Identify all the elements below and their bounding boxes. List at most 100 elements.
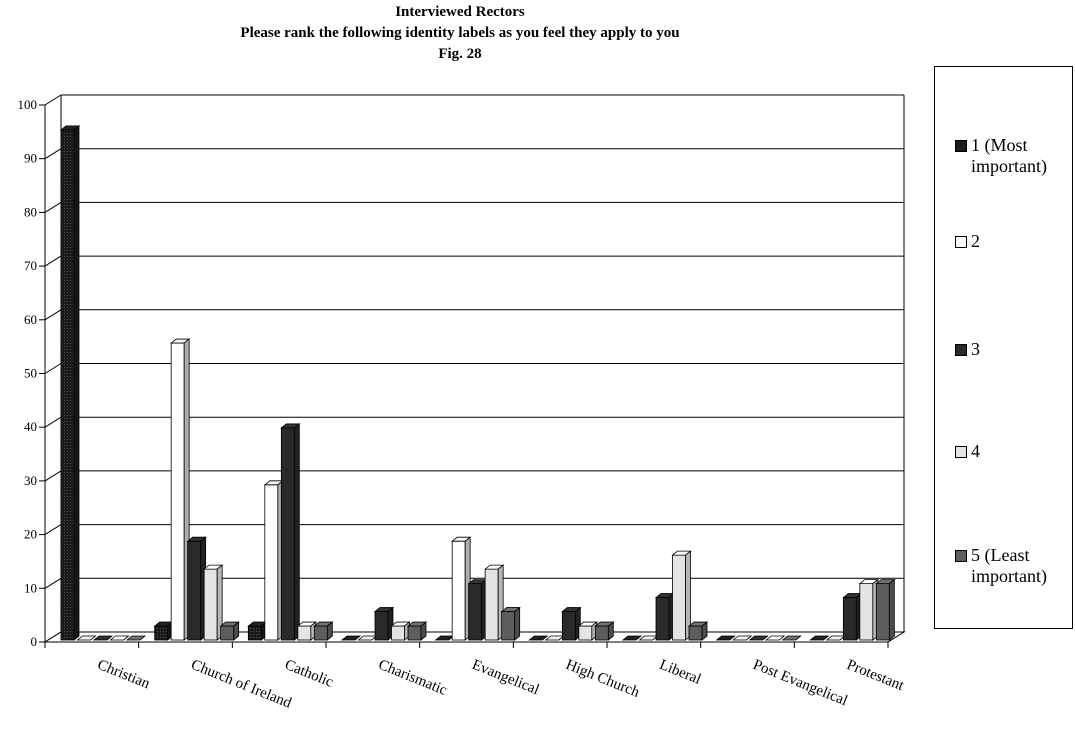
legend-label-line2: important) (971, 156, 1047, 176)
bar-side (701, 621, 708, 641)
legend-label: 3 (971, 339, 980, 359)
side-gridline (44, 363, 62, 374)
x-tick-label: Catholic (282, 657, 335, 691)
bar (672, 554, 686, 641)
legend-label: 2 (971, 231, 980, 251)
bar-side (823, 635, 829, 641)
chart-titles: Interviewed Rectors Please rank the foll… (0, 2, 920, 65)
y-tick-label: 40 (24, 419, 37, 434)
y-tick-label: 10 (24, 580, 37, 595)
side-gridline (44, 524, 62, 536)
x-tick-label: Liberal (657, 657, 703, 688)
bar-side (888, 578, 895, 641)
legend-item: 4 (955, 441, 1073, 462)
side-gridline (44, 148, 62, 160)
bar-side (73, 125, 80, 641)
axes (39, 95, 906, 648)
bar (578, 625, 593, 641)
legend-swatch (955, 236, 967, 248)
legend-label: 5 (Least (971, 545, 1030, 565)
legend: 1 (Most important) 2 3 4 5 (Least importan… (934, 66, 1073, 629)
bar-side (607, 621, 614, 641)
bar-side (106, 635, 113, 641)
x-tick-label: Evangelical (470, 657, 542, 698)
legend-item: 1 (Most important) (955, 135, 1073, 177)
y-tick-label: 20 (24, 527, 37, 542)
bar-side (326, 621, 333, 641)
y-tick-label: 90 (24, 151, 37, 166)
legend-swatch (955, 446, 967, 458)
bar (875, 583, 890, 641)
side-gridline (44, 94, 62, 106)
legend-swatch (955, 550, 967, 562)
bar-side (139, 635, 146, 641)
bar (247, 625, 262, 641)
legend-label: 4 (971, 441, 980, 461)
side-gridline (44, 255, 62, 267)
bar (220, 625, 235, 641)
bar (154, 625, 169, 641)
bar (187, 540, 202, 641)
bar (374, 611, 389, 641)
bar-side (542, 635, 548, 641)
bar (297, 625, 312, 641)
y-tick-label: 50 (24, 366, 37, 381)
bar (264, 484, 279, 641)
bar-side (293, 423, 300, 641)
y-tick-label: 30 (24, 473, 37, 488)
side-gridline (44, 577, 62, 589)
bar-side (778, 635, 785, 641)
bar (468, 583, 483, 641)
bar-chart: 0 10 20 30 40 50 60 70 80 90 100 Christian Church of… (18, 94, 907, 712)
x-tick-label: Christian (95, 657, 152, 693)
x-tick-label: High Church (563, 657, 642, 701)
bar-side (729, 635, 735, 641)
bar (688, 625, 703, 641)
bar-side (635, 635, 642, 641)
bar-side (745, 635, 752, 641)
side-gridline (44, 470, 62, 482)
bar (561, 611, 576, 641)
y-tick-label: 70 (24, 258, 37, 273)
bar (594, 625, 609, 641)
bar (501, 611, 516, 641)
legend-item: 2 (955, 231, 1073, 252)
side-gridline (44, 309, 62, 321)
legend-label-line2: important) (971, 566, 1047, 586)
x-tick-label: Charismatic (376, 657, 450, 699)
bar-side (795, 635, 801, 641)
x-tick-label: Protestant (844, 657, 906, 695)
figure-label: Fig. 28 (438, 46, 482, 62)
bar (203, 568, 218, 641)
legend-item: 5 (Least important) (955, 545, 1073, 587)
bar-side (514, 606, 521, 641)
legend-item: 3 (955, 339, 1073, 360)
bar (60, 129, 75, 641)
bar (859, 583, 874, 641)
bar (451, 540, 466, 641)
x-tick-label: Church of Ireland (189, 657, 294, 712)
bar (655, 597, 670, 641)
bar-side (354, 635, 361, 641)
bar (407, 625, 422, 641)
bar (391, 625, 405, 641)
legend-label: 1 (Most (971, 135, 1028, 155)
y-tick-label: 80 (24, 204, 37, 219)
bar-side (123, 635, 129, 641)
chart-title: Interviewed Rectors (395, 4, 525, 20)
bar-side (420, 621, 427, 641)
x-tick-label: Post Evangelical (751, 657, 850, 709)
bar-side (90, 635, 96, 641)
bar-side (233, 621, 240, 641)
bar (484, 568, 499, 641)
bar (313, 625, 328, 641)
bars (59, 125, 896, 641)
bar (280, 427, 295, 641)
bar (842, 597, 857, 641)
bar-side (762, 635, 768, 641)
y-tick-label: 60 (24, 312, 37, 327)
y-tick-label: 100 (18, 97, 38, 112)
side-gridline (44, 201, 62, 213)
legend-swatch (955, 344, 967, 356)
y-tick-label: 0 (31, 634, 38, 649)
